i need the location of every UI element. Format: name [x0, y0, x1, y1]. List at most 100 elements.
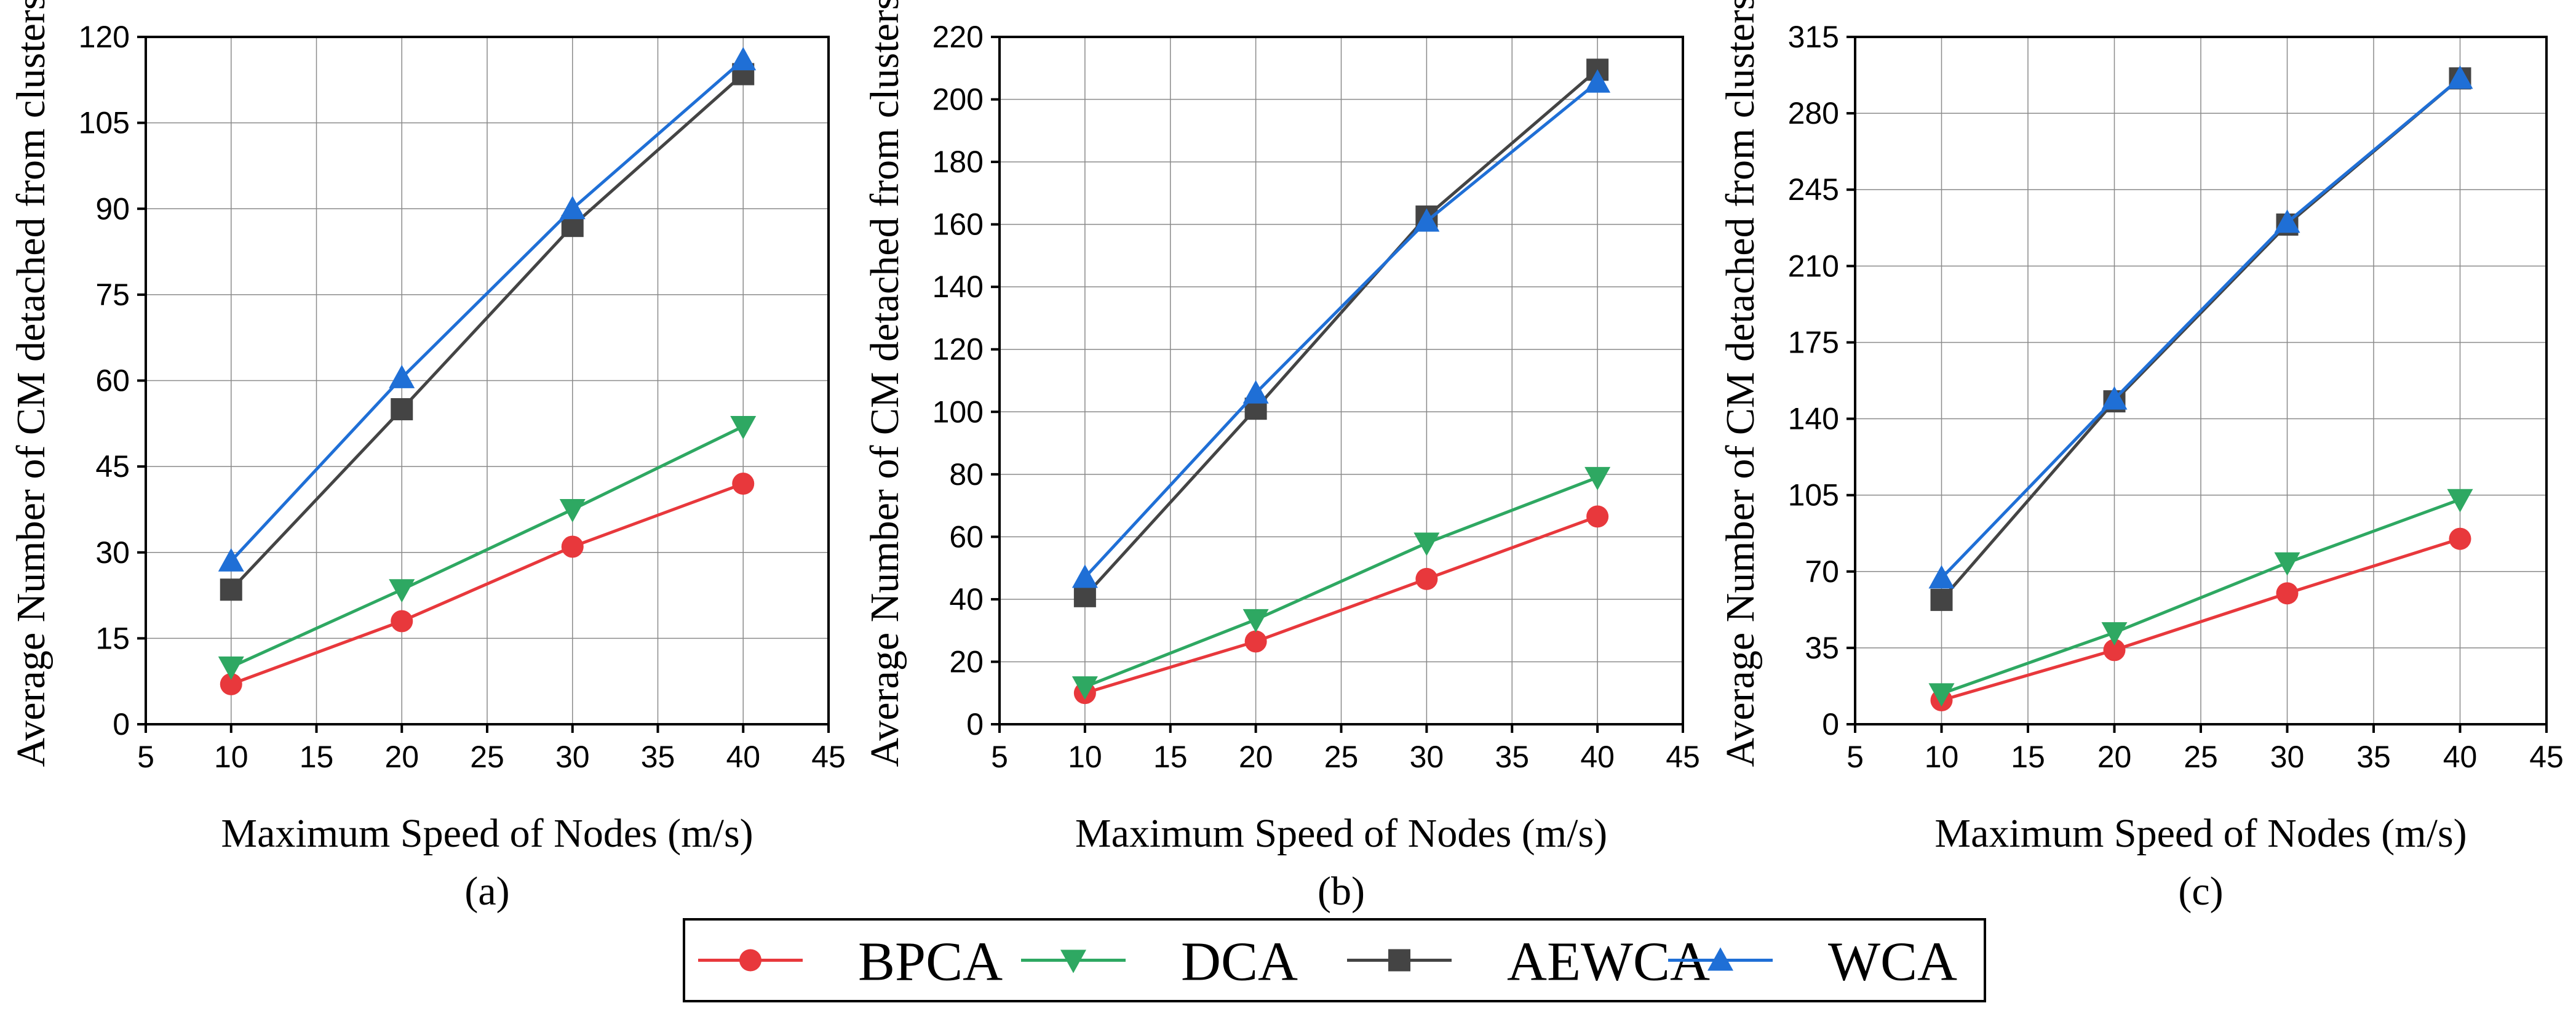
legend-item-bpca: BPCA: [698, 932, 1003, 993]
series-dca: [1071, 466, 1611, 700]
x-tick-label: 15: [300, 740, 334, 774]
data-point: [1071, 564, 1098, 588]
series-line: [229, 58, 744, 562]
data-point: [1584, 69, 1611, 93]
y-tick-label: 0: [966, 707, 984, 741]
data-point: [220, 673, 242, 695]
data-point: [559, 196, 586, 220]
series-wca: [1928, 65, 2473, 589]
x-axis-title: Maximum Speed of Nodes (m/s): [1934, 811, 2467, 856]
y-tick-label: 105: [1788, 478, 1839, 513]
y-tick-label: 140: [932, 270, 984, 304]
x-tick-label: 10: [214, 740, 248, 774]
x-tick-label: 15: [1153, 740, 1188, 774]
data-point: [2447, 65, 2473, 89]
x-tick-label: 30: [555, 740, 590, 774]
series-line: [230, 482, 744, 686]
legend-label: BPCA: [858, 932, 1003, 993]
series-wca: [1071, 69, 1611, 588]
y-tick-label: 90: [95, 191, 130, 226]
chart-panel-3: 5 10 15 20 25 30 35 40 45 0 35 70 105 140 175 210 245 280…: [1718, 0, 2564, 914]
x-tick-label: 40: [726, 740, 760, 774]
x-tick-label: 40: [1580, 740, 1615, 774]
x-tick-label: 35: [641, 740, 675, 774]
legend: BPCA DCA AEWCA WCA: [683, 918, 1986, 1002]
legend-marker: [1060, 949, 1086, 973]
data-point: [559, 498, 586, 522]
y-tick-label: 100: [932, 394, 984, 429]
data-point: [220, 578, 242, 601]
x-tick-label: 25: [470, 740, 504, 774]
data-point: [2103, 639, 2126, 661]
y-tick-label: 0: [113, 707, 130, 741]
series-wca: [218, 47, 757, 572]
y-tick-label: 220: [932, 20, 984, 54]
chart-panels: 5 10 15 20 25 30 35 40 45 0 15 30 45 60 75 90 105 120 Maxi…: [9, 0, 2564, 914]
panel-label: (b): [1318, 869, 1365, 914]
y-tick-label: 210: [1788, 249, 1839, 283]
data-point: [1242, 380, 1269, 404]
x-tick-label: 25: [2184, 740, 2218, 774]
y-tick-label: 180: [932, 145, 984, 179]
data-point: [2274, 552, 2300, 576]
legend-label: WCA: [1828, 932, 1957, 993]
data-point: [1586, 505, 1609, 528]
x-tick-label: 10: [1925, 740, 1959, 774]
legend-marker: [1388, 949, 1410, 972]
panel-label: (a): [464, 869, 509, 914]
x-tick-label: 5: [1847, 740, 1864, 774]
data-point: [2276, 582, 2299, 605]
series-line: [1084, 515, 1598, 695]
data-point: [218, 548, 244, 572]
y-tick-label: 120: [79, 20, 130, 54]
x-tick-label: 45: [2529, 740, 2564, 774]
y-tick-label: 35: [1805, 631, 1839, 665]
series-line: [229, 73, 744, 591]
y-tick-label: 175: [1788, 325, 1839, 359]
x-tick-label: 25: [1324, 740, 1359, 774]
data-point: [2101, 386, 2128, 410]
y-tick-label: 315: [1788, 20, 1839, 54]
y-tick-label: 245: [1788, 172, 1839, 207]
data-point: [1928, 565, 1955, 589]
data-point: [1928, 683, 1955, 707]
data-point: [389, 579, 415, 603]
series-aewca: [1073, 58, 1609, 607]
data-point: [1415, 567, 1438, 590]
x-tick-label: 30: [2270, 740, 2305, 774]
data-point: [730, 47, 757, 71]
legend-item-dca: DCA: [1021, 932, 1298, 993]
x-tick-label: 45: [811, 740, 846, 774]
x-tick-label: 15: [2011, 740, 2045, 774]
data-point: [391, 398, 413, 421]
series-line: [230, 425, 744, 669]
data-point: [730, 415, 757, 439]
data-point: [1242, 609, 1269, 633]
y-tick-label: 15: [95, 621, 130, 655]
y-tick-label: 200: [932, 82, 984, 117]
series-dca: [1928, 489, 2473, 707]
data-point: [2447, 489, 2473, 513]
chart-panel-1: 5 10 15 20 25 30 35 40 45 0 15 30 45 60 75 90 105 120 Maxi…: [9, 0, 846, 914]
data-point: [732, 473, 755, 495]
panel-label: (c): [2178, 869, 2223, 914]
y-tick-label: 75: [95, 278, 130, 312]
y-tick-label: 20: [949, 644, 984, 679]
y-tick-label: 70: [1805, 554, 1839, 589]
y-tick-label: 120: [932, 332, 984, 367]
x-tick-label: 35: [2356, 740, 2391, 774]
y-tick-label: 140: [1788, 402, 1839, 436]
y-tick-label: 60: [949, 519, 984, 554]
y-tick-label: 160: [932, 207, 984, 242]
data-point: [1413, 532, 1440, 556]
y-axis-title: Average Number of CM detached from clust…: [9, 0, 54, 767]
data-point: [1073, 585, 1096, 607]
legend-label: DCA: [1181, 932, 1298, 993]
y-tick-label: 80: [949, 457, 984, 492]
x-tick-label: 20: [1239, 740, 1273, 774]
data-point: [2101, 622, 2128, 646]
series-line: [1940, 77, 2462, 580]
data-point: [1244, 630, 1267, 653]
data-point: [389, 364, 415, 388]
